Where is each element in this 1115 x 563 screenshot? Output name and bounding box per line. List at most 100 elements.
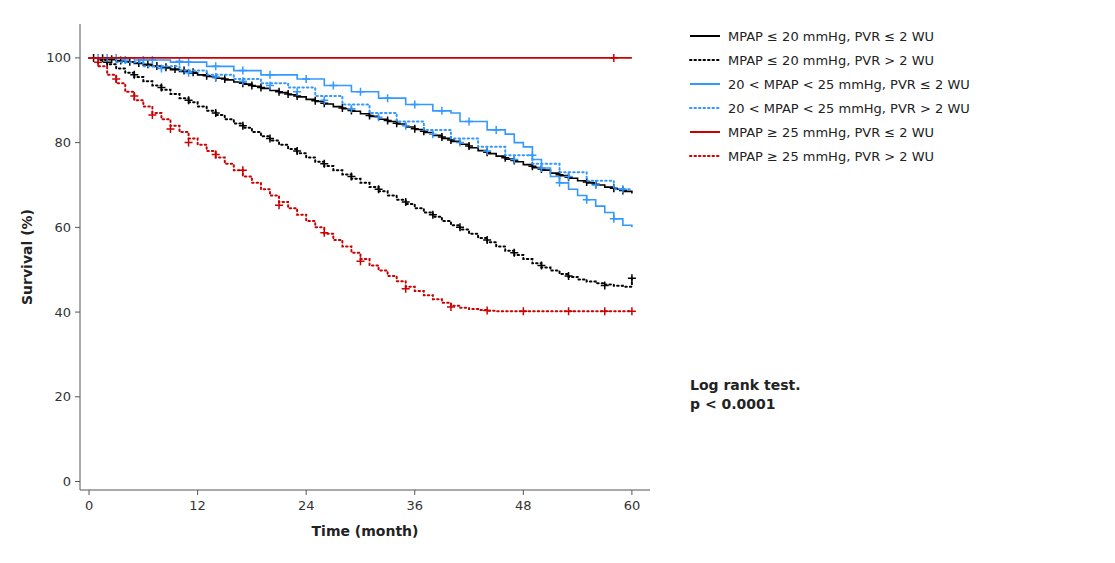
y-tick-label: 100 xyxy=(46,50,71,65)
censor-mark xyxy=(257,84,265,92)
censor-mark xyxy=(537,165,545,173)
survival-curve xyxy=(89,58,632,311)
censor-mark xyxy=(185,69,193,77)
x-tick-label: 0 xyxy=(85,498,93,513)
censor-mark xyxy=(402,122,410,130)
legend-label: 20 < MPAP < 25 mmHg, PVR ≤ 2 WU xyxy=(728,77,970,92)
censor-mark xyxy=(130,71,138,79)
censor-mark xyxy=(565,307,573,315)
legend-label: MPAP ≥ 25 mmHg, PVR ≤ 2 WU xyxy=(728,125,934,140)
censor-mark xyxy=(456,139,464,147)
censor-mark xyxy=(565,173,573,181)
censor-mark xyxy=(185,58,193,66)
censor-mark xyxy=(275,201,283,209)
x-tick-label: 12 xyxy=(189,498,206,513)
censor-mark xyxy=(375,185,383,193)
censor-mark xyxy=(320,229,328,237)
censor-mark xyxy=(628,274,636,282)
y-tick-label: 80 xyxy=(54,135,71,150)
censor-mark xyxy=(212,73,220,81)
x-axis-line xyxy=(80,490,650,491)
censor-mark xyxy=(266,81,274,89)
survival-curve xyxy=(89,58,632,189)
censor-mark xyxy=(628,307,636,315)
series xyxy=(89,54,632,227)
censor-mark xyxy=(293,147,301,155)
censor-mark xyxy=(384,117,392,125)
x-tick xyxy=(89,490,90,495)
y-tick xyxy=(75,57,80,58)
legend-label: MPAP ≤ 20 mmHg, PVR ≤ 2 WU xyxy=(728,29,934,44)
censor-mark xyxy=(411,125,419,133)
censor-mark xyxy=(619,185,627,193)
censor-mark xyxy=(212,109,220,117)
censor-mark xyxy=(402,198,410,206)
censor-mark xyxy=(347,105,355,113)
censor-mark xyxy=(112,75,120,83)
y-axis-label: Survival (%) xyxy=(19,209,35,305)
censor-mark xyxy=(438,133,446,141)
legend-label: MPAP ≤ 20 mmHg, PVR > 2 WU xyxy=(728,53,934,68)
x-tick-label: 36 xyxy=(406,498,423,513)
censor-mark xyxy=(94,58,102,66)
legend: MPAP ≤ 20 mmHg, PVR ≤ 2 WU MPAP ≤ 20 mmHg… xyxy=(690,29,970,164)
x-tick xyxy=(631,490,632,495)
censor-mark xyxy=(519,307,527,315)
censor-mark xyxy=(537,164,545,172)
censor-mark xyxy=(221,75,229,83)
censor-mark xyxy=(610,54,618,62)
censor-mark xyxy=(583,196,591,204)
censor-mark xyxy=(284,90,292,98)
censor-mark xyxy=(148,111,156,119)
censor-mark xyxy=(320,160,328,168)
censor-mark xyxy=(592,181,600,189)
censor-mark xyxy=(556,179,564,187)
series xyxy=(89,58,636,315)
legend-swatch xyxy=(690,131,720,133)
censor-mark xyxy=(248,81,256,89)
survival-curve xyxy=(89,58,632,227)
censor-mark xyxy=(356,88,364,96)
legend-swatch xyxy=(690,155,720,157)
censor-mark xyxy=(537,261,545,269)
x-tick xyxy=(523,490,524,495)
x-axis-label: Time (month) xyxy=(312,523,419,539)
y-tick xyxy=(75,227,80,228)
censor-mark xyxy=(565,272,573,280)
y-tick-label: 0 xyxy=(63,474,71,489)
legend-swatch xyxy=(690,107,720,109)
annotation: Log rank test.p < 0.0001 xyxy=(690,377,800,412)
censor-mark xyxy=(329,81,337,89)
legend-swatch xyxy=(690,35,720,37)
censor-mark xyxy=(166,125,174,133)
censor-mark xyxy=(266,71,274,79)
legend-swatch xyxy=(690,83,720,85)
x-tick xyxy=(306,490,307,495)
censor-mark xyxy=(185,139,193,147)
censor-mark xyxy=(239,122,247,130)
censor-mark xyxy=(239,77,247,85)
censor-mark xyxy=(185,96,193,104)
censor-mark xyxy=(510,156,518,164)
censor-mark xyxy=(610,215,618,223)
y-tick xyxy=(75,396,80,397)
censor-mark xyxy=(356,257,364,265)
censor-mark xyxy=(320,96,328,104)
censor-mark xyxy=(411,100,419,108)
censor-mark xyxy=(465,142,473,150)
censor-mark xyxy=(465,117,473,125)
censor-mark xyxy=(492,126,500,134)
censor-mark xyxy=(311,97,319,105)
censor-mark xyxy=(130,92,138,100)
x-tick-label: 48 xyxy=(515,498,532,513)
censor-mark xyxy=(565,173,573,181)
censor-mark xyxy=(302,75,310,83)
x-tick xyxy=(414,490,415,495)
axes: 01224364860020406080100 xyxy=(46,24,650,513)
censor-mark xyxy=(157,84,165,92)
y-tick-label: 20 xyxy=(54,389,71,404)
x-tick-label: 60 xyxy=(624,498,641,513)
censor-mark xyxy=(510,156,518,164)
censor-mark xyxy=(601,281,609,289)
censor-mark xyxy=(456,223,464,231)
